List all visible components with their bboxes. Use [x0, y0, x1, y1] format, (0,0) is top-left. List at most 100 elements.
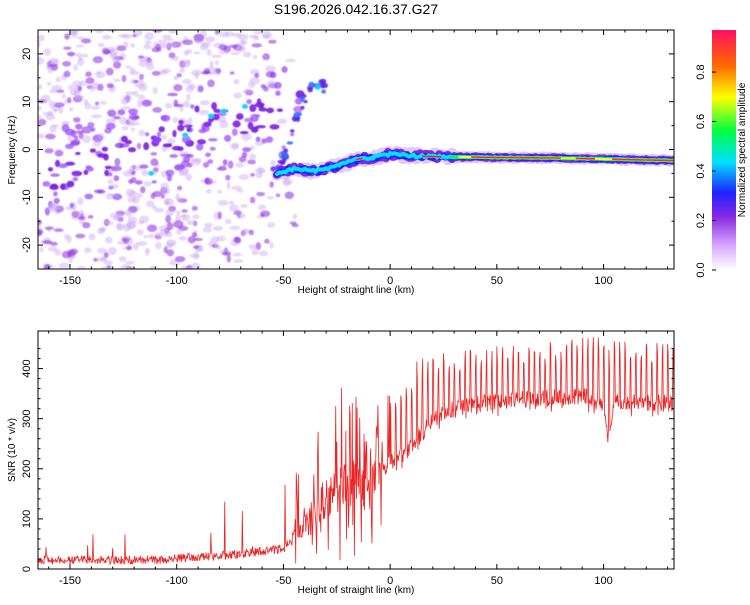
spectrogram-noise-blob	[236, 113, 244, 120]
spectrogram-noise-blob	[255, 125, 267, 129]
spectrogram-noise-blob	[188, 83, 196, 90]
spectrogram-noise-blob	[100, 226, 106, 233]
spectrogram-noise-blob	[185, 59, 191, 65]
spectrogram-noise-blob	[48, 100, 56, 108]
spectrogram-branch-blob	[282, 158, 287, 163]
spectrogram-trace-dot	[336, 163, 342, 168]
spectrogram-noise-blob	[120, 106, 131, 111]
spectrogram-noise-blob	[195, 39, 200, 44]
colorbar-label: Normalized spectral amplitude	[737, 82, 748, 217]
spectrogram-noise-blob	[87, 122, 95, 128]
spectrogram-noise-blob	[251, 249, 259, 256]
spectrogram-noise-blob	[121, 75, 127, 83]
spectrogram-noise-blob	[71, 210, 80, 218]
spectrogram-noise-blob	[137, 55, 145, 59]
spectrogram-noise-blob	[182, 78, 192, 85]
spectrogram-noise-blob	[72, 177, 79, 182]
spectrogram-noise-blob	[241, 133, 252, 141]
spectrogram-noise-blob	[146, 224, 158, 232]
spectrogram-noise-blob	[113, 78, 121, 82]
spectrogram-noise-blob	[269, 242, 274, 249]
spectrogram-noise-blob	[173, 99, 179, 107]
spectrogram-noise-blob	[178, 151, 189, 155]
spectrogram-noise-blob	[39, 246, 44, 253]
spectrogram-noise-blob	[167, 138, 176, 144]
spectrogram-noise-blob	[250, 126, 259, 133]
spectrogram-noise-blob	[95, 101, 99, 106]
spectrogram-noise-blob	[270, 159, 276, 166]
spectrogram-noise-blob	[107, 109, 117, 117]
spectrogram-noise-blob	[208, 138, 218, 142]
spectrogram-noise-blob	[188, 117, 193, 125]
spectrogram-noise-blob	[99, 100, 108, 105]
spectrogram-noise-blob	[85, 77, 95, 84]
snr-xtick-label: -50	[275, 575, 291, 587]
figure-title: S196.2026.042.16.37.G27	[274, 1, 438, 17]
spectrogram-noise-blob	[255, 242, 262, 251]
spectrogram-noise-blob	[222, 159, 228, 166]
spectrogram-noise-blob	[90, 84, 96, 92]
spectrogram-noise-blob	[185, 173, 193, 181]
spectrogram-noise-blob	[152, 167, 159, 173]
spectrogram-noise-blob	[242, 228, 248, 237]
snr-xtick-label: -150	[59, 575, 81, 587]
spectrogram-noise-blob	[105, 67, 114, 76]
spectrogram-noise-blob	[75, 44, 84, 48]
spectrogram-noise-blob	[78, 56, 83, 61]
snr-xtick-label: 0	[387, 575, 393, 587]
spectrogram-noise-blob	[44, 226, 55, 230]
spectrogram-noise-blob	[163, 198, 175, 206]
spectrogram-noise-blob	[160, 194, 165, 199]
spectrogram-noise-blob	[197, 139, 206, 145]
spectrogram-noise-blob	[177, 124, 185, 132]
spectrogram-noise-blob	[145, 250, 150, 256]
spectrogram-noise-blob	[73, 64, 78, 71]
spectrogram-noise-blob	[71, 30, 79, 39]
spectrogram-noise-blob	[67, 135, 72, 143]
spectrogram-noise-blob	[145, 132, 150, 137]
spectrogram-branch-blob	[286, 141, 294, 145]
colorbar: 0.0 0.2 0.4 0.6 0.8 Normalized spectral ampl…	[695, 30, 748, 278]
spectrogram-noise-blob	[173, 220, 184, 229]
spectrogram-noise-blob	[214, 60, 220, 65]
spectrogram-noise-blob	[97, 247, 107, 254]
spectrogram-noise-blob	[232, 252, 242, 257]
spectrogram-noise-blob	[191, 69, 202, 77]
spectrogram-noise-blob	[97, 42, 105, 48]
spectrogram-noise-blob	[204, 177, 210, 184]
spectrogram-noise-blob	[167, 92, 178, 97]
spectrogram-noise-blob	[49, 184, 59, 190]
colorbar-tick-label: 0.8	[695, 64, 707, 79]
spectrogram-noise-blob	[69, 202, 75, 208]
spectrogram-noise-blob	[101, 266, 112, 269]
spectrogram-trace-peak	[575, 157, 596, 160]
spectrogram-noise-blob	[47, 66, 53, 74]
spectrogram-noise-blob	[137, 100, 143, 108]
spectrogram-noise-blob	[211, 54, 223, 58]
spectrogram-noise-blob	[173, 75, 179, 81]
spectrogram-noise-blob	[150, 152, 158, 156]
spectrogram-trace-dot	[306, 168, 312, 173]
spectrogram-noise-blob	[197, 85, 204, 93]
spectrogram-noise-blob	[248, 244, 258, 250]
spectrogram-noise-blob	[179, 67, 185, 74]
spectrogram-ytick-label: 0	[21, 146, 33, 152]
spectrogram-noise-blob	[151, 180, 157, 184]
spectrogram-noise-blob	[228, 200, 235, 205]
spectrogram-noise-blob	[258, 103, 264, 110]
spectrogram-noise-blob	[242, 51, 252, 58]
spectrogram-noise-blob	[231, 185, 242, 191]
spectrogram-noise-blob	[103, 153, 109, 161]
spectrogram-noise-blob	[82, 53, 89, 58]
spectrogram-noise-blob	[275, 90, 281, 96]
spectrogram-noise-blob	[81, 135, 91, 144]
spectrogram-noise-blob	[92, 82, 100, 87]
spectrogram-noise-blob	[186, 93, 191, 101]
spectrogram-noise-blob	[65, 161, 76, 166]
spectrogram-trace-peak	[422, 155, 442, 158]
spectrogram-noise-blob	[265, 136, 274, 143]
spectrogram-noise-blob	[176, 73, 182, 78]
spectrogram-trace-dot	[396, 152, 401, 157]
spectrogram-noise-blob	[240, 204, 248, 208]
spectrogram-noise-blob	[175, 210, 181, 215]
